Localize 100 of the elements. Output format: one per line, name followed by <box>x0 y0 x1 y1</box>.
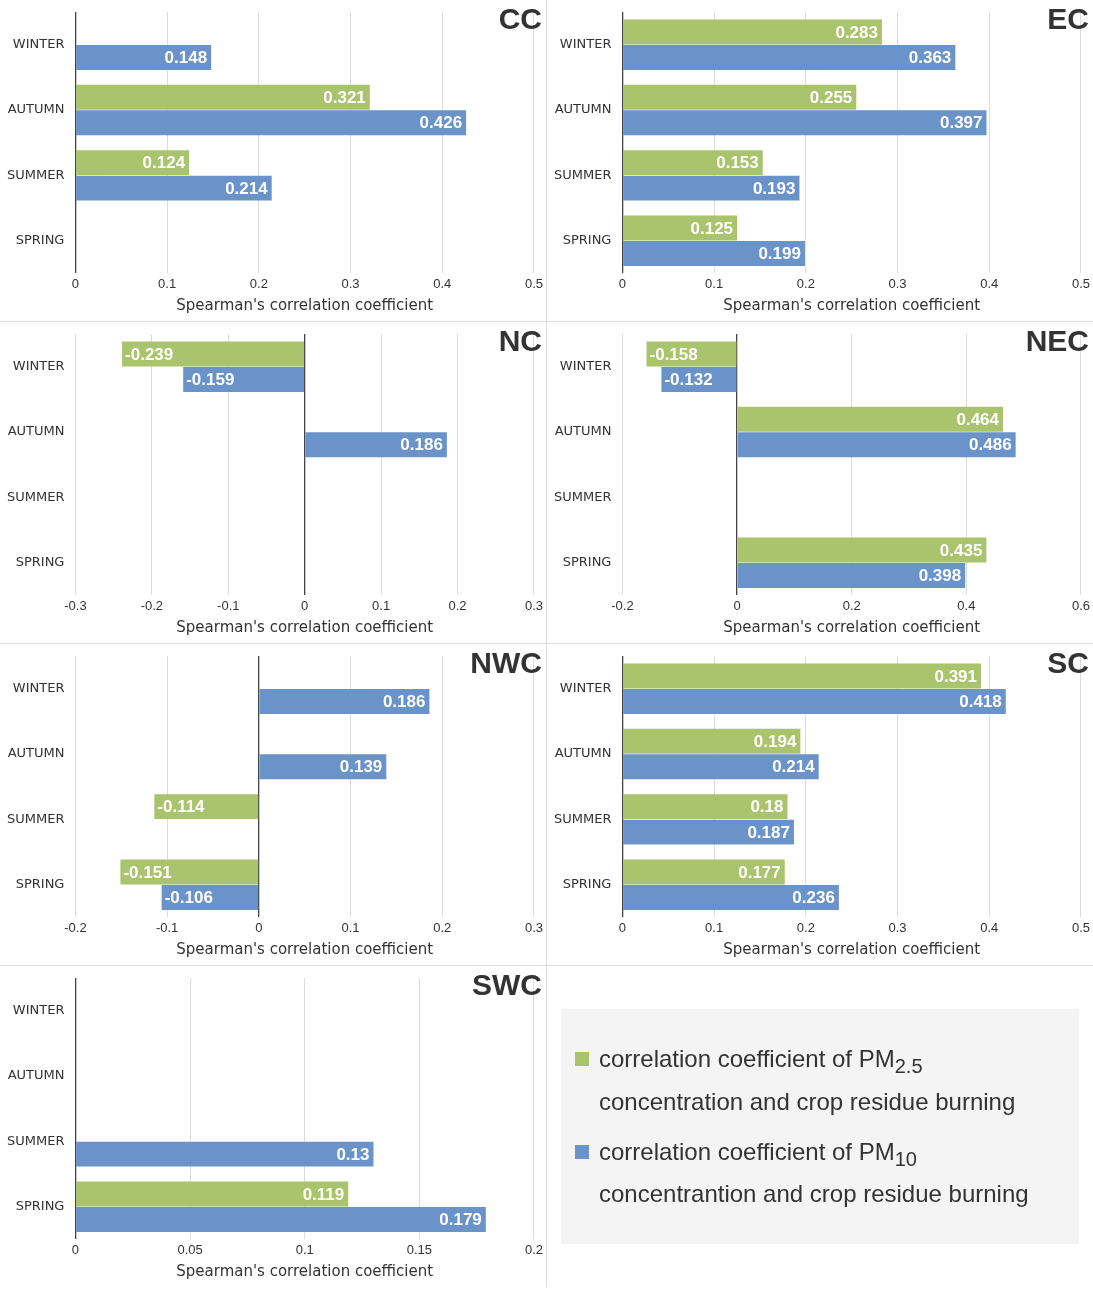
x-tick-label: 0.1 <box>295 1241 314 1257</box>
bar <box>623 688 1006 714</box>
bar <box>259 688 430 714</box>
x-tick-label: 0 <box>71 275 80 291</box>
y-tick-label: SUMMER <box>6 488 65 504</box>
y-tick-label: WINTER <box>12 36 65 52</box>
x-tick-label: -0.1 <box>155 919 179 935</box>
bar <box>76 175 272 201</box>
x-tick-label: 0 <box>301 597 309 613</box>
data-label: 0.18 <box>750 797 784 817</box>
bar <box>120 859 259 885</box>
bar <box>76 44 212 70</box>
y-tick-label: WINTER <box>12 680 65 696</box>
data-label: 0.186 <box>400 435 443 455</box>
data-label: 0.214 <box>772 757 816 777</box>
data-label: 0.153 <box>716 153 759 173</box>
x-tick-label: 0 <box>618 275 627 291</box>
chart-title: NWC <box>470 646 542 680</box>
x-tick-label: -0.2 <box>140 597 164 613</box>
x-tick-label: -0.1 <box>217 597 240 613</box>
bar <box>623 110 987 136</box>
y-tick-label: AUTUMN <box>554 423 612 439</box>
data-label: -0.159 <box>186 370 235 390</box>
data-label: 0.397 <box>939 113 983 133</box>
data-label: 0.187 <box>747 822 790 842</box>
y-tick-label: AUTUMN <box>7 423 65 439</box>
x-tick-label: 0.2 <box>448 597 467 613</box>
data-label: 0.199 <box>758 244 801 264</box>
x-tick-label: -0.2 <box>611 597 634 613</box>
bar <box>623 884 839 910</box>
x-axis-title: Spearman's correlation coefficient <box>176 1261 434 1280</box>
y-tick-label: WINTER <box>12 358 65 374</box>
x-tick-label: 0 <box>618 919 627 935</box>
x-tick-label: 0.3 <box>524 919 543 935</box>
bar <box>623 240 805 266</box>
bar <box>76 1206 486 1232</box>
data-label: 0.119 <box>302 1184 345 1204</box>
x-tick-label: 0.3 <box>341 275 360 291</box>
y-tick-label: AUTUMN <box>7 745 65 761</box>
data-label: -0.158 <box>649 344 698 364</box>
x-tick-label: 0 <box>71 1241 80 1257</box>
x-axis-title: Spearman's correlation coefficient <box>176 617 434 636</box>
data-label: 0.363 <box>908 48 952 68</box>
x-tick-label: 0.2 <box>842 597 861 613</box>
bar <box>76 110 467 136</box>
y-tick-label: SPRING <box>15 1198 65 1214</box>
x-tick-label: 0.1 <box>705 275 724 291</box>
data-label: 0.398 <box>918 566 962 586</box>
x-tick-label: 0.05 <box>177 1241 203 1257</box>
data-label: 0.255 <box>809 87 853 107</box>
y-tick-label: SUMMER <box>6 810 65 826</box>
bar <box>623 663 982 689</box>
data-label: 0.124 <box>142 153 186 173</box>
data-label: 0.214 <box>225 178 269 198</box>
x-tick-label: 0.2 <box>796 919 815 935</box>
y-tick-label: SUMMER <box>553 810 612 826</box>
y-tick-label: WINTER <box>559 680 612 696</box>
data-label: 0.418 <box>959 692 1002 712</box>
bar <box>76 84 370 110</box>
x-tick-label: 0.2 <box>524 1241 543 1257</box>
y-tick-label: SUMMER <box>553 488 612 504</box>
y-tick-label: SUMMER <box>6 166 65 182</box>
data-label: 0.139 <box>339 757 383 777</box>
y-tick-label: SUMMER <box>553 166 612 182</box>
x-tick-label: 0.5 <box>1071 275 1090 291</box>
data-label: -0.151 <box>123 862 172 882</box>
data-label: 0.13 <box>336 1144 370 1164</box>
x-axis-title: Spearman's correlation coefficient <box>723 939 981 958</box>
chart-title: SC <box>1047 646 1089 680</box>
y-tick-label: WINTER <box>559 358 612 374</box>
data-label: 0.283 <box>835 22 878 42</box>
x-tick-label: 0.3 <box>888 919 907 935</box>
chart-title: EC <box>1047 2 1089 36</box>
chart-title: NEC <box>1025 324 1089 358</box>
y-tick-label: SPRING <box>562 876 612 892</box>
bar <box>76 1141 374 1167</box>
x-tick-label: 0.4 <box>980 919 999 935</box>
y-tick-label: AUTUMN <box>7 1067 65 1083</box>
y-tick-label: AUTUMN <box>554 745 612 761</box>
data-label: -0.114 <box>157 797 206 817</box>
chart-title: CC <box>498 2 542 36</box>
bar <box>623 859 785 885</box>
y-tick-label: AUTUMN <box>554 101 612 117</box>
y-tick-label: AUTUMN <box>7 101 65 117</box>
data-label: -0.106 <box>164 888 213 908</box>
chart-title: NC <box>498 324 542 358</box>
x-tick-label: 0.6 <box>1071 597 1090 613</box>
y-tick-label: WINTER <box>559 36 612 52</box>
x-tick-label: 0.15 <box>406 1241 432 1257</box>
data-label: -0.132 <box>664 370 713 390</box>
x-tick-label: 0.2 <box>796 275 815 291</box>
y-tick-label: WINTER <box>12 1002 65 1018</box>
bar <box>737 432 1016 458</box>
x-tick-label: 0.4 <box>433 275 452 291</box>
y-tick-label: SPRING <box>15 554 65 570</box>
x-axis-title: Spearman's correlation coefficient <box>176 939 434 958</box>
data-label: -0.239 <box>125 344 174 364</box>
data-label: 0.464 <box>956 409 1000 429</box>
x-tick-label: -0.2 <box>64 919 87 935</box>
bar <box>623 175 800 201</box>
